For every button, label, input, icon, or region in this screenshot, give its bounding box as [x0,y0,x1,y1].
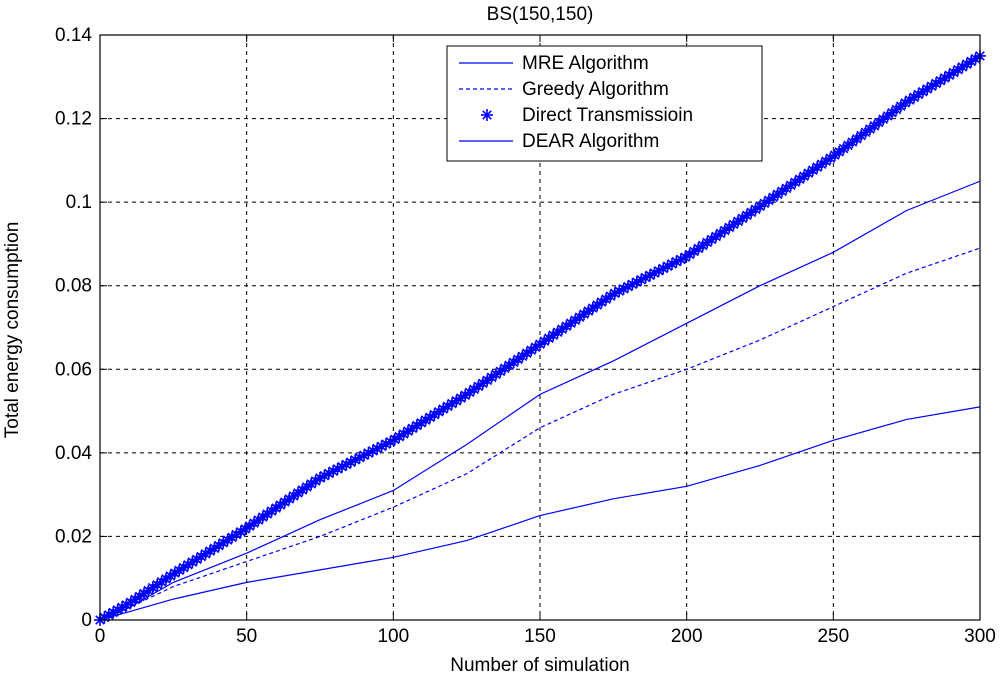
y-tick-label: 0.04 [55,443,92,464]
star-marker [393,430,406,443]
star-marker [190,553,203,566]
x-tick-label: 200 [671,626,703,647]
x-axis-label: Number of simulation [450,655,630,676]
legend-label: MRE Algorithm [522,53,649,74]
x-tick-label: 100 [377,626,409,647]
legend: MRE Algorithm Greedy Algorithm Direct Tran… [446,45,763,162]
chart-title: BS(150,150) [487,4,594,25]
series-line [99,180,981,621]
x-tick-label: 250 [817,626,849,647]
y-axis-label: Total energy consumption [2,222,23,439]
y-tick-label: 0.14 [55,25,92,46]
y-tick-label: 0.02 [55,526,92,547]
star-marker [261,508,274,521]
series-line [99,406,981,621]
y-tick-label: 0.1 [66,192,92,213]
series-greedy-algorithm [99,247,981,621]
series-mre-algorithm [99,180,981,621]
legend-entry: Greedy Algorithm [459,79,669,100]
star-marker [899,96,912,109]
legend-entry: DEAR Algorithm [459,131,659,152]
legend-entry: Direct Transmissioin [481,105,693,126]
y-tick-label: 0.06 [55,359,92,380]
x-tick-label: 300 [964,626,996,647]
axis-ticks: 0 50 100 150 200 250 300 0 0.02 0.04 0.06 0.08 0.1 0.… [55,25,996,647]
plot-series [94,49,986,626]
legend-box [446,45,763,162]
x-tick-label: 50 [236,626,257,647]
y-tick-label: 0.12 [55,109,92,130]
series-direct-transmissioin [94,49,986,626]
legend-label: Direct Transmissioin [522,105,693,126]
legend-entry: MRE Algorithm [459,53,649,74]
star-marker [481,109,493,121]
legend-label: DEAR Algorithm [522,131,659,152]
star-marker [573,311,586,324]
x-tick-label: 0 [95,626,106,647]
legend-label: Greedy Algorithm [522,79,669,100]
series-line [99,247,981,621]
star-marker [441,400,454,413]
x-tick-label: 150 [524,626,556,647]
y-tick-label: 0.08 [55,276,92,297]
series-dear-algorithm [99,406,981,621]
y-tick-label: 0 [81,610,92,631]
